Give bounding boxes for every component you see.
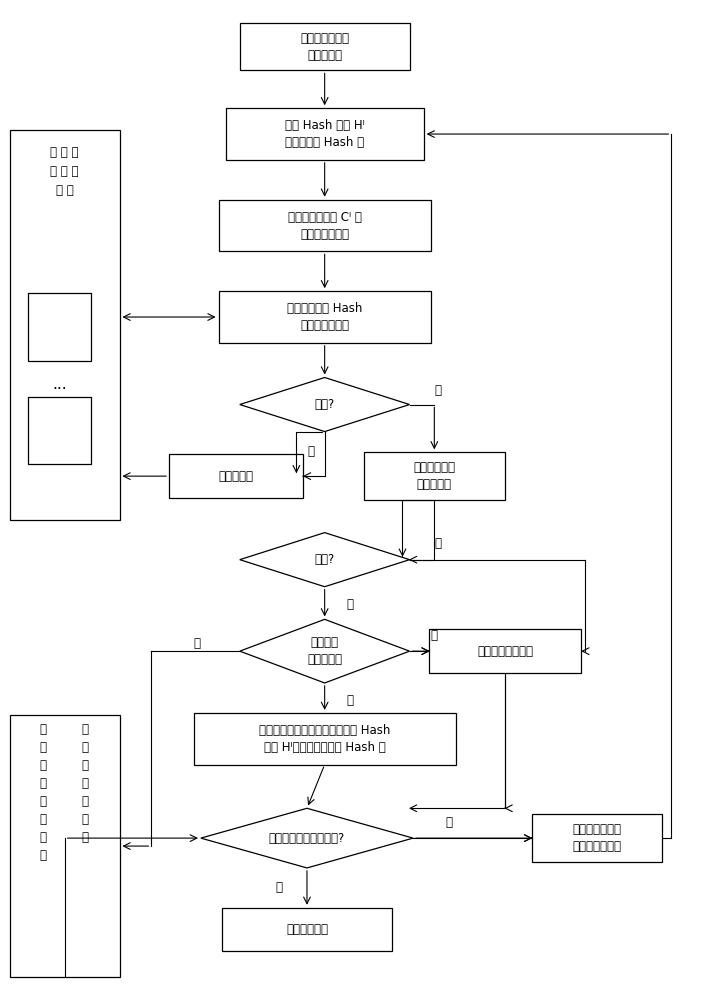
Text: 读取初始数据集
中的下一条记录: 读取初始数据集 中的下一条记录 (573, 823, 622, 853)
Text: 是: 是 (431, 629, 438, 642)
FancyBboxPatch shape (429, 629, 581, 673)
FancyBboxPatch shape (219, 291, 431, 343)
Text: 重复记录处理: 重复记录处理 (286, 923, 328, 936)
Text: 改
享
的
列
突
标
识: 改 享 的 列 突 标 识 (81, 723, 88, 844)
Polygon shape (240, 377, 409, 432)
Text: 建新共享桶: 建新共享桶 (219, 470, 254, 483)
FancyBboxPatch shape (169, 454, 304, 498)
Text: 否: 否 (307, 445, 314, 458)
Text: 修改共享桶的信息: 修改共享桶的信息 (477, 645, 533, 658)
Text: 标记发生过散列冲突，然后按照 Hash
函数 Hᴵ重新计算记录的 Hash 码: 标记发生过散列冲突，然后按照 Hash 函数 Hᴵ重新计算记录的 Hash 码 (259, 724, 390, 754)
FancyBboxPatch shape (28, 293, 91, 361)
Text: 桶 注 册
中 心 的
桶 集: 桶 注 册 中 心 的 桶 集 (51, 146, 79, 197)
Text: 初始数据集记录处理完?: 初始数据集记录处理完? (269, 832, 345, 845)
Text: 与共享桶中的
检验码比较: 与共享桶中的 检验码比较 (414, 461, 456, 491)
FancyBboxPatch shape (10, 715, 120, 977)
Text: 查找与记录的 Hash
码相同的共享桶: 查找与记录的 Hash 码相同的共享桶 (287, 302, 362, 332)
FancyBboxPatch shape (10, 130, 120, 520)
Polygon shape (240, 619, 409, 683)
Polygon shape (201, 808, 413, 868)
FancyBboxPatch shape (222, 908, 392, 951)
Text: 找到?: 找到? (314, 398, 335, 411)
Text: 否: 否 (346, 598, 353, 611)
Text: 是: 是 (194, 637, 201, 650)
Text: 从初始数据集读
取一条记录: 从初始数据集读 取一条记录 (300, 32, 349, 62)
Text: ...: ... (52, 377, 67, 392)
Text: 是: 是 (434, 537, 441, 550)
FancyBboxPatch shape (28, 397, 91, 464)
Text: 是否发生
过散列冲突: 是否发生 过散列冲突 (307, 636, 342, 666)
FancyBboxPatch shape (194, 713, 456, 765)
FancyBboxPatch shape (240, 23, 409, 70)
Text: 修
共
桶
散
冲
记
列
表: 修 共 桶 散 冲 记 列 表 (39, 723, 46, 862)
Polygon shape (240, 533, 409, 587)
Text: 相同?: 相同? (314, 553, 335, 566)
FancyBboxPatch shape (364, 452, 505, 500)
Text: 按照检验码函数 Cᴵ 计
算记录的检验码: 按照检验码函数 Cᴵ 计 算记录的检验码 (288, 211, 361, 241)
Text: 否: 否 (346, 694, 353, 707)
FancyBboxPatch shape (225, 108, 424, 160)
FancyBboxPatch shape (219, 200, 431, 251)
Text: 是: 是 (275, 881, 282, 894)
Text: 是: 是 (434, 384, 441, 397)
Text: 否: 否 (445, 816, 452, 829)
FancyBboxPatch shape (532, 814, 662, 862)
Text: 按照 Hash 函数 Hᴵ
计算记录的 Hash 码: 按照 Hash 函数 Hᴵ 计算记录的 Hash 码 (284, 119, 364, 149)
